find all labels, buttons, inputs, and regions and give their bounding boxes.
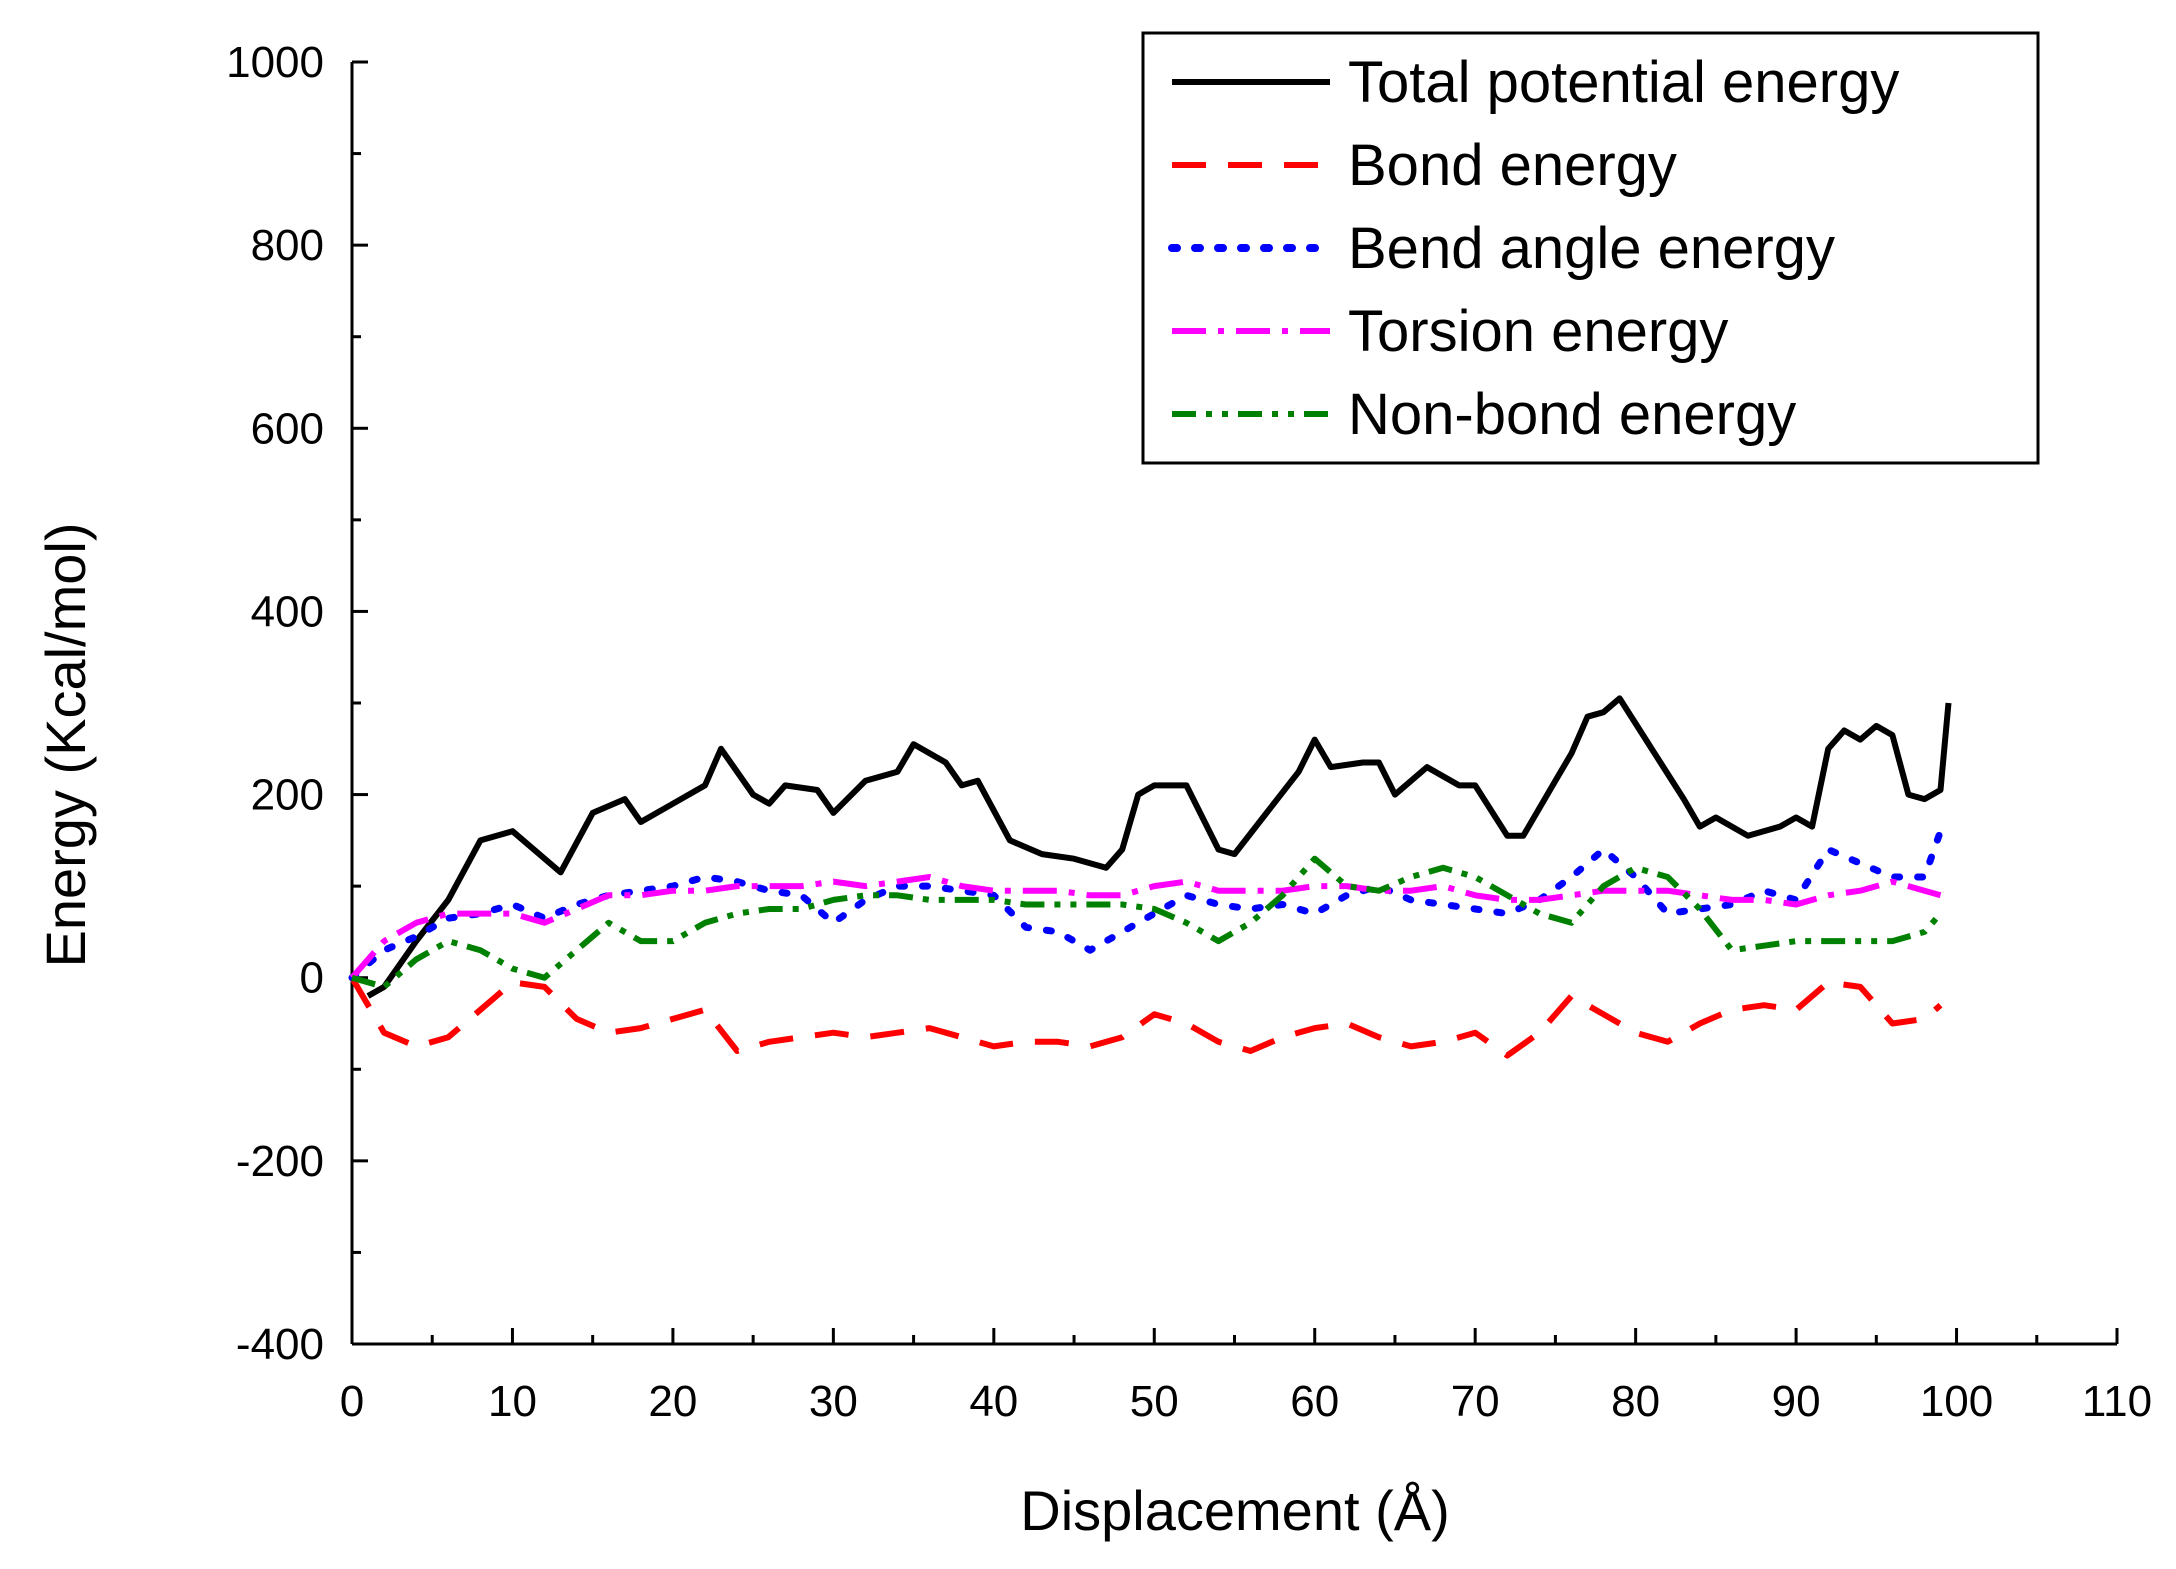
x-tick-label: 10 — [488, 1377, 537, 1426]
legend: Total potential energy Bond energy Bend an… — [1141, 31, 2040, 465]
x-tick-label: 110 — [2082, 1377, 2152, 1426]
series-line-1 — [366, 695, 1952, 999]
x-tick-label: 70 — [1451, 1377, 1500, 1426]
y-tick-label: 400 — [251, 587, 324, 636]
x-tick-label: 20 — [648, 1377, 697, 1426]
series-line-3 — [348, 827, 1944, 982]
x-tick-label: 100 — [1920, 1377, 1993, 1426]
x-tick-label: 50 — [1130, 1377, 1179, 1426]
x-tick-label: 60 — [1290, 1377, 1339, 1426]
y-tick-label: 800 — [251, 221, 324, 270]
y-axis-title: Energy (Kcal/mol) — [34, 522, 97, 967]
y-tick-label: -400 — [236, 1320, 324, 1369]
x-tick-label: 0 — [340, 1377, 364, 1426]
legend-label-2: Bond energy — [1348, 133, 1677, 198]
data-series — [348, 695, 1952, 1059]
y-tick-label: 200 — [251, 771, 324, 820]
series-line-5 — [351, 855, 1943, 990]
x-tick-label: 30 — [809, 1377, 858, 1426]
legend-label-1: Total potential energy — [1348, 50, 1899, 115]
tick-marks — [350, 60, 2119, 1346]
y-tick-labels: -400 -200 0 200 400 600 800 1000 — [226, 38, 324, 1369]
y-tick-label: -200 — [236, 1137, 324, 1186]
series-line-2 — [349, 976, 1943, 1059]
y-tick-label: 1000 — [226, 38, 324, 87]
series-line-4 — [349, 874, 1942, 980]
y-tick-label: 0 — [300, 954, 324, 1003]
x-tick-label: 40 — [969, 1377, 1018, 1426]
legend-label-3: Bend angle energy — [1348, 216, 1835, 281]
x-tick-labels: 0 10 20 30 40 50 60 70 80 90 100 110 — [340, 1377, 2152, 1426]
x-tick-label: 90 — [1772, 1377, 1821, 1426]
legend-label-4: Torsion energy — [1348, 299, 1728, 364]
x-axis-title: Displacement (Å) — [1020, 1479, 1449, 1542]
x-tick-label: 80 — [1611, 1377, 1660, 1426]
y-tick-label: 600 — [251, 404, 324, 453]
legend-label-5: Non-bond energy — [1348, 382, 1796, 447]
